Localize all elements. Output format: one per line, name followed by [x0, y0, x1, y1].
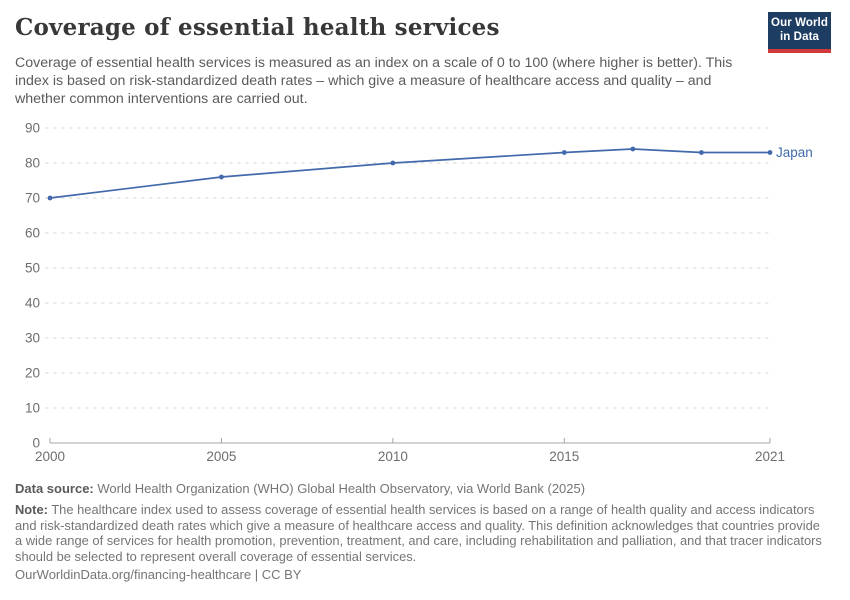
trend-line [49, 148, 771, 199]
page-title: Coverage of essential health services [15, 14, 500, 41]
y-tick-label: 50 [25, 261, 40, 276]
line-chart: 0 10 20 30 40 50 60 70 80 90 2000 2005 2010 2015 2021 J… [0, 118, 850, 470]
logo-line-2: in Data [779, 30, 820, 43]
y-tick-label: 30 [25, 331, 40, 346]
data-point[interactable] [630, 146, 636, 152]
data-point[interactable] [767, 150, 773, 155]
owid-link[interactable]: OurWorldinData.org/financing-healthcare [15, 567, 252, 582]
logo-line-1: Our World [771, 17, 828, 29]
y-tick-label: 80 [25, 156, 40, 171]
y-tick-label: 0 [32, 436, 40, 451]
data-point[interactable] [219, 174, 224, 180]
license-separator: | [254, 567, 259, 582]
owid-logo: Our World in Data [768, 12, 831, 53]
x-tick-label: 2000 [35, 449, 65, 464]
y-tick-label: 70 [25, 191, 40, 206]
note-text: The healthcare index used to assess cove… [15, 502, 822, 564]
y-tick-label: 20 [25, 366, 40, 381]
chart-subtitle: Coverage of essential health services is… [15, 55, 733, 108]
note-line: Note: The healthcare index used to asses… [15, 502, 829, 564]
x-tick-label: 2015 [549, 449, 579, 464]
data-point[interactable] [561, 150, 567, 155]
x-tick-label: 2010 [378, 449, 408, 464]
data-point[interactable] [699, 150, 704, 155]
license-text: CC BY [261, 567, 302, 582]
note-label: Note: [15, 502, 48, 517]
entity-label[interactable]: Japan [776, 145, 813, 160]
data-point[interactable] [390, 160, 396, 166]
y-tick-label: 10 [25, 401, 40, 416]
data-source-label: Data source: [15, 481, 94, 496]
data-source-text: World Health Organization (WHO) Global H… [97, 481, 586, 496]
y-tick-label: 60 [25, 226, 40, 241]
x-tick-label: 2005 [206, 449, 236, 464]
chart-canvas: 0 10 20 30 40 50 60 70 80 90 2000 2005 2010 2015 2021 J… [25, 121, 813, 465]
y-tick-label: 90 [25, 121, 40, 136]
y-tick-label: 40 [25, 296, 40, 311]
x-tick-label: 2021 [755, 449, 785, 464]
data-source-line: Data source: World Health Organization (… [15, 481, 835, 497]
license-line: OurWorldinData.org/financing-healthcare … [15, 567, 835, 583]
data-point[interactable] [47, 195, 53, 201]
